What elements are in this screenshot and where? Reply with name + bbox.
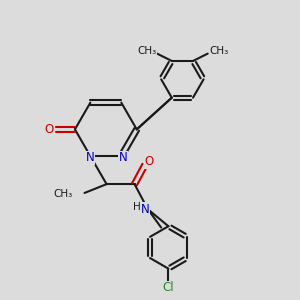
Text: N: N bbox=[86, 151, 95, 164]
Text: N: N bbox=[141, 203, 150, 216]
Text: CH₃: CH₃ bbox=[209, 46, 229, 56]
Text: CH₃: CH₃ bbox=[53, 189, 73, 200]
Text: Cl: Cl bbox=[163, 281, 174, 294]
Text: CH₃: CH₃ bbox=[137, 46, 156, 56]
Text: O: O bbox=[45, 123, 54, 136]
Text: N: N bbox=[118, 151, 127, 164]
Text: H: H bbox=[133, 202, 140, 212]
Text: O: O bbox=[145, 155, 154, 168]
